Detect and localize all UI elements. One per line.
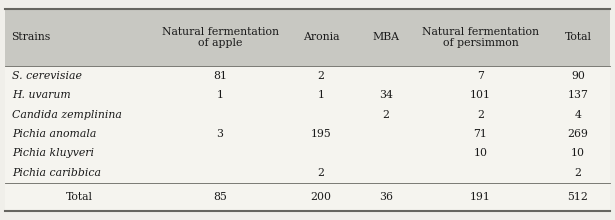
Bar — [5, 66, 610, 211]
Text: 10: 10 — [571, 148, 585, 158]
Text: 81: 81 — [213, 71, 227, 81]
Text: 191: 191 — [470, 192, 491, 202]
Text: Total: Total — [565, 32, 592, 42]
Text: 200: 200 — [311, 192, 331, 202]
Text: 10: 10 — [474, 148, 488, 158]
Text: 34: 34 — [379, 90, 393, 100]
Text: 1: 1 — [216, 90, 224, 100]
Text: MBA: MBA — [373, 32, 400, 42]
Text: 2: 2 — [383, 110, 389, 120]
Text: Pichia kluyveri: Pichia kluyveri — [12, 148, 94, 158]
Text: Candida zemplinina: Candida zemplinina — [12, 110, 122, 120]
Text: S. cerevisiae: S. cerevisiae — [12, 71, 82, 81]
Text: 137: 137 — [568, 90, 589, 100]
Text: 101: 101 — [470, 90, 491, 100]
Text: Pichia caribbica: Pichia caribbica — [12, 168, 101, 178]
Text: 269: 269 — [568, 129, 589, 139]
Text: H. uvarum: H. uvarum — [12, 90, 71, 100]
Text: 4: 4 — [574, 110, 581, 120]
Text: 71: 71 — [474, 129, 488, 139]
Text: 2: 2 — [317, 71, 325, 81]
Bar — [5, 9, 610, 66]
Text: Aronia: Aronia — [303, 32, 339, 42]
Text: 1: 1 — [317, 90, 325, 100]
Text: 85: 85 — [213, 192, 227, 202]
Text: Strains: Strains — [11, 32, 50, 42]
Text: Natural fermentation
of persimmon: Natural fermentation of persimmon — [422, 27, 539, 48]
Text: 7: 7 — [477, 71, 484, 81]
Text: Pichia anomala: Pichia anomala — [12, 129, 97, 139]
Text: 90: 90 — [571, 71, 585, 81]
Text: Total: Total — [66, 192, 93, 202]
Text: 2: 2 — [477, 110, 484, 120]
Text: 36: 36 — [379, 192, 393, 202]
Text: 2: 2 — [574, 168, 581, 178]
Text: Natural fermentation
of apple: Natural fermentation of apple — [162, 27, 279, 48]
Text: 3: 3 — [216, 129, 224, 139]
Text: 195: 195 — [311, 129, 331, 139]
Text: 2: 2 — [317, 168, 325, 178]
Text: 512: 512 — [568, 192, 589, 202]
